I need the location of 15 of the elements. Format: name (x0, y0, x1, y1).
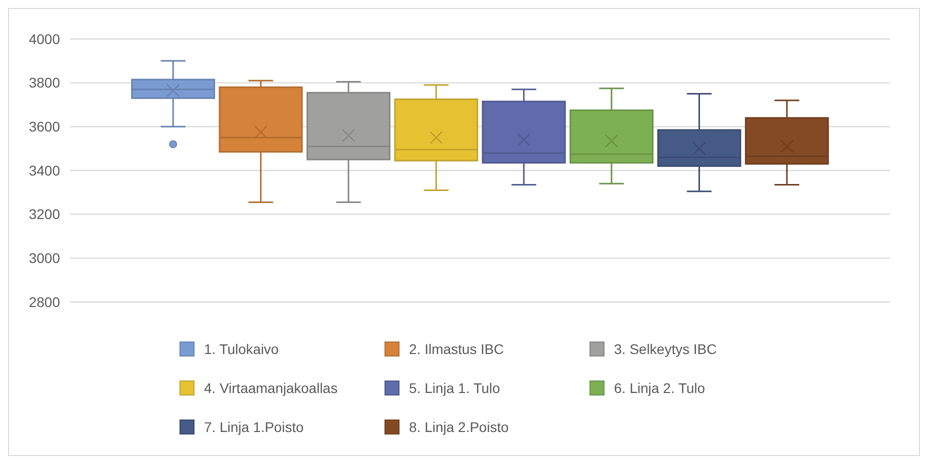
y-tick-label: 3800 (28, 74, 60, 91)
legend-label: 4. Virtaamanjakoallas (204, 380, 338, 396)
legend-label: 5. Linja 1. Tulo (409, 380, 500, 396)
y-tick-label: 2800 (28, 294, 60, 310)
legend-label: 1. Tulokaivo (204, 340, 279, 357)
legend-label: 6. Linja 2. Tulo (614, 380, 706, 396)
y-tick-label: 3200 (28, 206, 60, 222)
legend-label: 2. Ilmastus IBC (409, 340, 504, 357)
y-tick-label: 3600 (28, 118, 60, 135)
legend-label: 8. Linja 2.Poisto (409, 418, 509, 435)
y-tick-label: 4000 (28, 30, 60, 47)
y-tick-label: 3000 (28, 250, 60, 266)
legend-label: 7. Linja 1.Poisto (204, 418, 304, 435)
legend-label: 3. Selkeytys IBC (614, 340, 717, 357)
y-tick-label: 3400 (28, 162, 60, 178)
